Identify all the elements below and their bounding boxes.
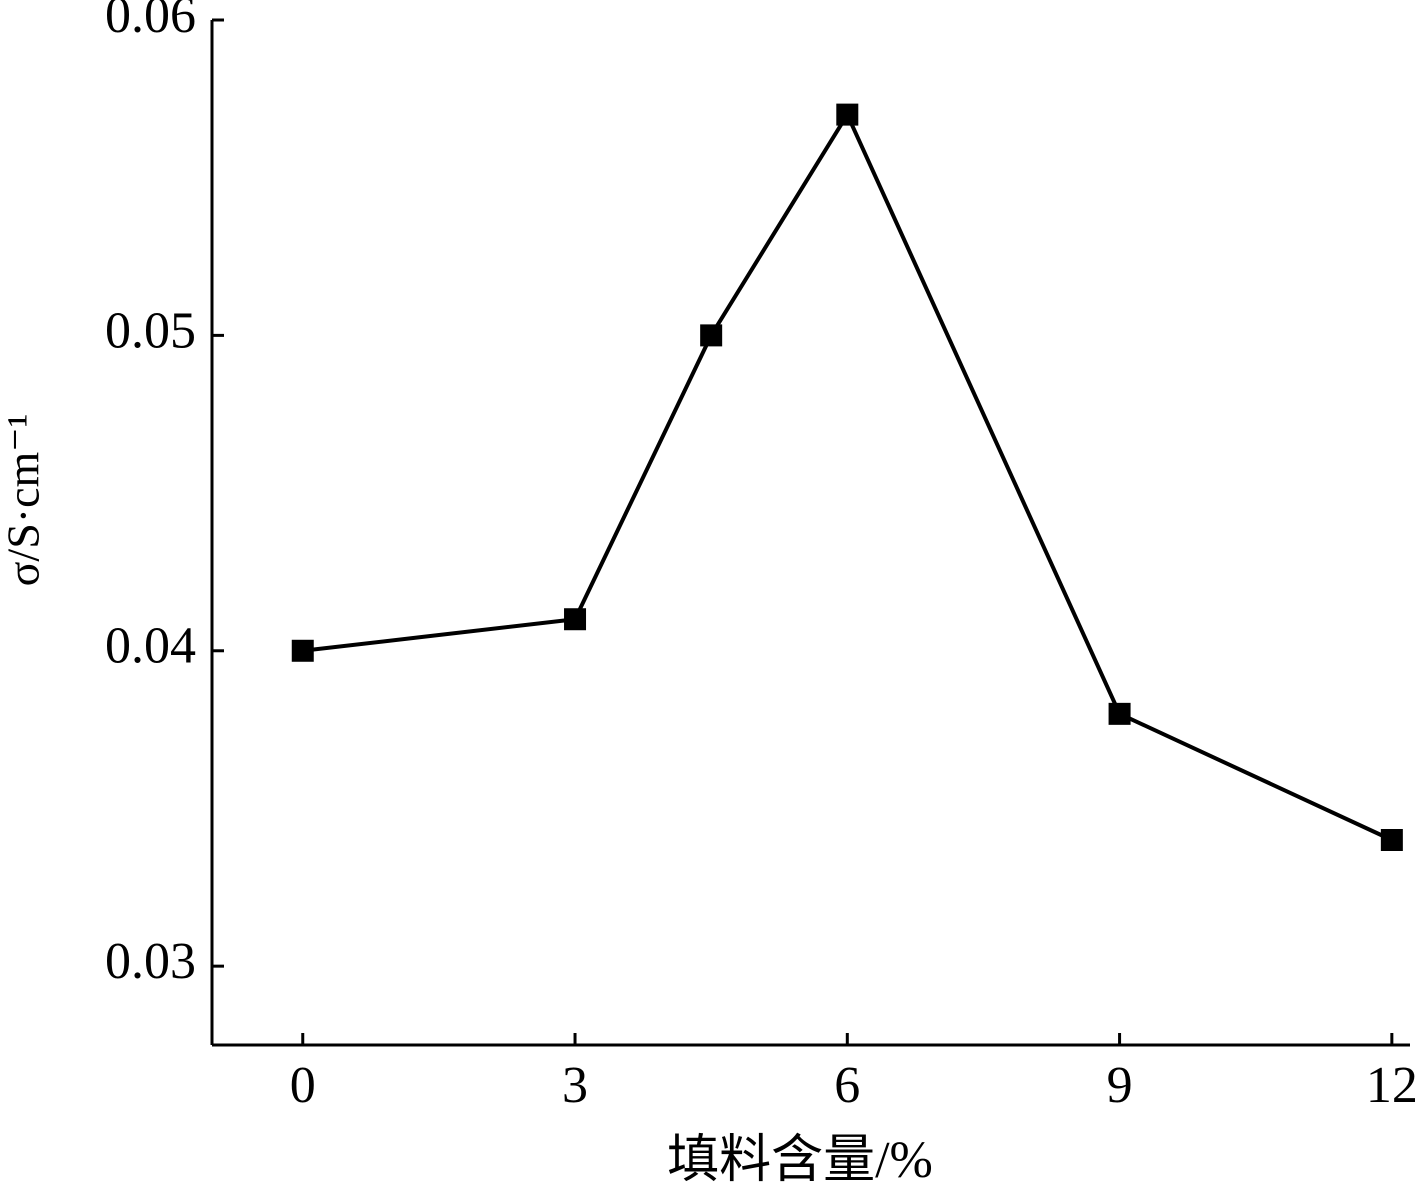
x-tick-label: 12	[1366, 1057, 1416, 1114]
x-tick-label: 3	[562, 1057, 588, 1114]
x-tick-label: 6	[834, 1057, 860, 1114]
x-axis-label: 填料含量/%	[667, 1132, 933, 1189]
y-tick-label: 0.04	[105, 618, 196, 675]
y-tick-label: 0.05	[105, 302, 196, 359]
x-tick-label: 9	[1107, 1057, 1133, 1114]
data-marker	[291, 639, 314, 662]
data-marker	[1380, 829, 1403, 851]
data-marker	[1108, 702, 1131, 725]
y-axis-label: σ/S·cm⁻¹	[0, 414, 49, 587]
data-marker	[564, 608, 587, 631]
y-tick-label: 0.06	[105, 0, 196, 44]
x-tick-label: 0	[290, 1057, 316, 1114]
data-marker	[836, 103, 859, 126]
data-marker	[700, 324, 723, 347]
data-line	[302, 110, 1393, 842]
y-tick-label: 0.03	[105, 933, 196, 990]
